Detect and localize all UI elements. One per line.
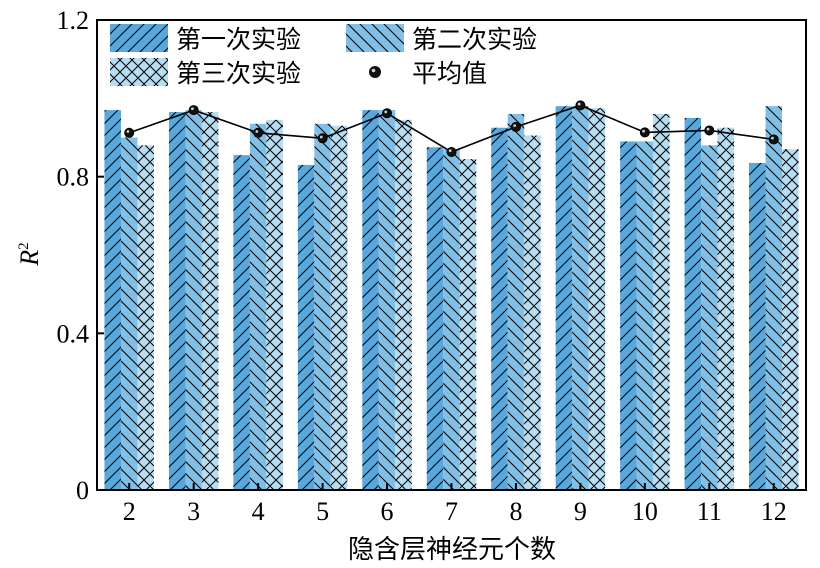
average-layer	[124, 100, 779, 157]
bar-series-2-5	[314, 123, 331, 491]
average-point-highlight	[642, 129, 645, 133]
average-point-6	[382, 108, 393, 119]
y-tick-label: 1.2	[57, 6, 90, 35]
bar-series-1-7	[426, 147, 444, 490]
bar-series-3-10	[653, 114, 670, 490]
bar-series-2-2	[120, 137, 138, 490]
average-point-highlight	[319, 135, 323, 139]
bar-series-1-8	[491, 127, 508, 490]
bar-series-3-7	[459, 159, 477, 490]
bar-series-3-6	[395, 119, 412, 490]
average-point-highlight	[771, 136, 774, 140]
x-tick-label: 9	[574, 497, 587, 526]
bar-series-2-7	[443, 149, 460, 490]
average-point-highlight	[126, 130, 130, 133]
bar-series-3-4	[266, 119, 283, 490]
bar-series-3-9	[588, 108, 606, 490]
y-tick-label: 0.8	[57, 163, 90, 192]
x-tick-label: 2	[123, 497, 136, 526]
bar-series-1-10	[620, 141, 637, 490]
average-point-highlight	[577, 102, 581, 106]
y-axis-title-main: R	[15, 250, 44, 267]
x-tick-label: 6	[381, 497, 394, 526]
x-axis-title: 隐含层神经元个数	[348, 535, 556, 565]
bar-series-1-6	[362, 110, 379, 490]
bar-series-1-3	[168, 112, 186, 491]
bar-series-2-6	[378, 110, 396, 490]
x-tick-label: 4	[252, 497, 265, 526]
x-tick-label: 10	[632, 497, 658, 526]
bar-group	[104, 106, 799, 491]
y-axis-title: R2	[15, 242, 44, 266]
average-point-4	[253, 127, 264, 138]
x-tick-label: 8	[509, 497, 522, 526]
average-point-2	[124, 127, 135, 138]
axes: 0 0.4 0.8 1.2 2 3 4 5 6 7 8 9 10 11 12	[57, 6, 807, 526]
bar-series-1-12	[749, 162, 766, 491]
bar-series-2-9	[572, 106, 589, 491]
bar-series-3-3	[201, 112, 219, 491]
bar-series-2-3	[185, 110, 202, 490]
legend-swatch-2	[346, 24, 404, 52]
legend-swatch-1	[110, 24, 168, 52]
average-point-5	[317, 133, 328, 144]
average-point-11	[704, 125, 715, 136]
bar-series-1-11	[684, 117, 702, 491]
average-point-highlight	[190, 107, 194, 111]
y-axis-title-sup: 2	[16, 242, 32, 250]
x-tick-label: 5	[316, 497, 329, 526]
average-point-highlight	[706, 127, 710, 131]
bar-series-2-12	[765, 106, 783, 491]
average-point-7	[446, 146, 457, 157]
x-tick-label: 7	[445, 497, 458, 526]
legend-marker-average	[369, 66, 381, 78]
bar-series-1-5	[297, 164, 315, 490]
average-point-highlight	[513, 124, 517, 128]
bar-series-3-5	[330, 125, 348, 490]
average-point-highlight	[384, 110, 388, 114]
y-tick-label: 0.4	[57, 319, 90, 348]
average-point-8	[510, 121, 521, 132]
bar-series-2-4	[249, 123, 267, 491]
average-line	[128, 104, 774, 153]
bar-series-1-4	[233, 155, 250, 490]
bar-series-2-8	[507, 114, 525, 490]
average-point-highlight	[255, 130, 259, 133]
bar-series-3-12	[782, 149, 799, 490]
x-tick-label: 12	[761, 497, 787, 526]
legend-swatch-3	[110, 58, 168, 86]
average-point-3	[188, 105, 199, 116]
average-point-12	[768, 134, 779, 145]
bar-series-1-2	[104, 110, 121, 490]
x-tick-label: 11	[697, 497, 722, 526]
legend-label-average: 平均值	[412, 59, 487, 88]
average-point-9	[575, 100, 586, 111]
legend-label-1: 第一次实验	[176, 25, 301, 54]
average-point-10	[639, 127, 650, 138]
bar-series-3-11	[717, 127, 735, 490]
bar-series-2-11	[701, 145, 718, 491]
legend-marker-highlight	[371, 68, 376, 73]
x-tick-label: 3	[187, 497, 200, 526]
bar-series-3-2	[137, 145, 154, 491]
bar-series-1-9	[555, 106, 573, 491]
bar-series-3-8	[524, 135, 541, 490]
legend-label-2: 第二次实验	[412, 25, 537, 54]
average-point-highlight	[448, 149, 452, 153]
y-tick-label: 0	[76, 476, 89, 505]
legend-label-3: 第三次实验	[176, 59, 301, 88]
bar-series-2-10	[636, 141, 654, 490]
